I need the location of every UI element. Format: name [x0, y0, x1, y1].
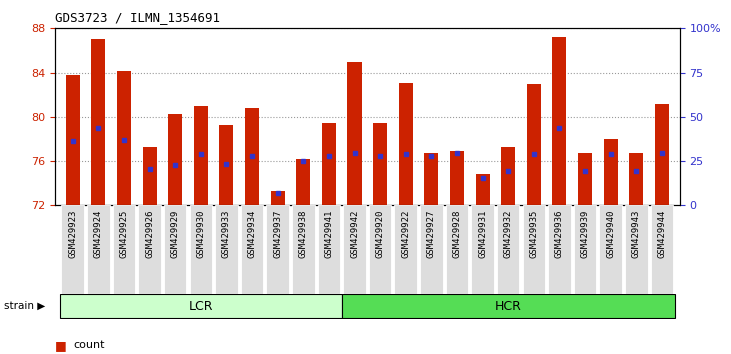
Bar — [553, 37, 567, 205]
Text: count: count — [73, 340, 105, 350]
Bar — [296, 159, 311, 205]
Bar — [476, 174, 490, 205]
FancyBboxPatch shape — [574, 205, 596, 301]
Bar — [373, 124, 387, 205]
FancyBboxPatch shape — [651, 205, 673, 301]
FancyBboxPatch shape — [471, 205, 494, 301]
FancyBboxPatch shape — [292, 205, 314, 301]
FancyBboxPatch shape — [113, 205, 135, 301]
Text: GSM429936: GSM429936 — [555, 210, 564, 258]
Bar — [501, 147, 515, 205]
FancyBboxPatch shape — [446, 205, 469, 301]
Text: GSM429927: GSM429927 — [427, 210, 436, 258]
FancyBboxPatch shape — [318, 205, 340, 301]
Text: GSM429938: GSM429938 — [299, 210, 308, 258]
FancyBboxPatch shape — [240, 205, 263, 301]
Text: GSM429941: GSM429941 — [325, 210, 333, 258]
Text: GSM429928: GSM429928 — [452, 210, 461, 258]
Bar — [341, 294, 675, 318]
Bar — [60, 294, 341, 318]
Text: GSM429924: GSM429924 — [94, 210, 103, 258]
Bar — [66, 75, 80, 205]
Bar — [91, 39, 105, 205]
Text: GSM429925: GSM429925 — [119, 210, 129, 258]
FancyBboxPatch shape — [420, 205, 443, 301]
FancyBboxPatch shape — [599, 205, 622, 301]
FancyBboxPatch shape — [395, 205, 417, 301]
FancyBboxPatch shape — [523, 205, 545, 301]
FancyBboxPatch shape — [61, 205, 84, 301]
Text: GSM429934: GSM429934 — [248, 210, 257, 258]
Bar — [168, 114, 182, 205]
FancyBboxPatch shape — [497, 205, 520, 301]
Text: GSM429932: GSM429932 — [504, 210, 512, 258]
Text: GSM429940: GSM429940 — [606, 210, 616, 258]
Text: GSM429943: GSM429943 — [632, 210, 641, 258]
Bar — [655, 103, 669, 205]
Bar — [398, 82, 413, 205]
Bar — [604, 139, 618, 205]
Bar — [117, 72, 131, 205]
FancyBboxPatch shape — [189, 205, 212, 301]
Bar — [527, 84, 541, 205]
Text: GSM429930: GSM429930 — [197, 210, 205, 258]
FancyBboxPatch shape — [87, 205, 110, 301]
Bar — [347, 62, 362, 205]
Text: GSM429937: GSM429937 — [273, 210, 282, 258]
FancyBboxPatch shape — [215, 205, 238, 301]
Bar — [245, 108, 259, 205]
Text: GSM429935: GSM429935 — [529, 210, 538, 258]
Text: GSM429931: GSM429931 — [478, 210, 487, 258]
Bar — [578, 153, 592, 205]
Bar — [322, 124, 336, 205]
Text: GSM429929: GSM429929 — [171, 210, 180, 258]
Text: GSM429920: GSM429920 — [376, 210, 385, 258]
Text: GDS3723 / ILMN_1354691: GDS3723 / ILMN_1354691 — [55, 11, 220, 24]
FancyBboxPatch shape — [164, 205, 186, 301]
Bar — [629, 153, 643, 205]
FancyBboxPatch shape — [625, 205, 648, 301]
Text: GSM429922: GSM429922 — [401, 210, 410, 258]
Text: LCR: LCR — [189, 300, 213, 313]
Text: HCR: HCR — [495, 300, 522, 313]
Text: GSM429933: GSM429933 — [222, 210, 231, 258]
Bar — [194, 106, 208, 205]
Text: ■: ■ — [55, 339, 67, 352]
FancyBboxPatch shape — [548, 205, 571, 301]
Text: GSM429926: GSM429926 — [145, 210, 154, 258]
FancyBboxPatch shape — [369, 205, 391, 301]
Text: GSM429942: GSM429942 — [350, 210, 359, 258]
Bar — [219, 125, 233, 205]
Bar — [270, 191, 284, 205]
Text: GSM429923: GSM429923 — [68, 210, 77, 258]
Text: strain ▶: strain ▶ — [4, 301, 45, 311]
FancyBboxPatch shape — [266, 205, 289, 301]
Bar — [424, 153, 439, 205]
Text: GSM429939: GSM429939 — [580, 210, 590, 258]
Text: GSM429944: GSM429944 — [657, 210, 667, 258]
FancyBboxPatch shape — [344, 205, 366, 301]
Bar — [450, 151, 464, 205]
FancyBboxPatch shape — [138, 205, 161, 301]
Bar — [143, 147, 156, 205]
